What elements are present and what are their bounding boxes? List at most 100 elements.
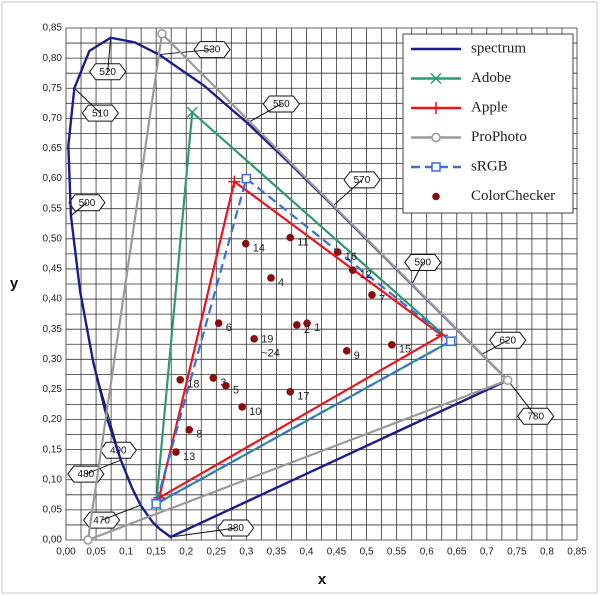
leader-line (481, 339, 508, 355)
series-line (154, 110, 453, 506)
leader-line (158, 49, 213, 56)
wavelength-label: 550 (273, 99, 290, 110)
leader-line (101, 504, 141, 521)
legend-label: ProPhoto (471, 129, 527, 145)
x-tick-label: 0,45 (327, 547, 347, 558)
point-label: 15 (399, 344, 411, 356)
point-label: 5 (233, 385, 239, 397)
y-tick-label: 0,50 (43, 233, 63, 244)
marker (333, 248, 342, 256)
legend-label: Apple (471, 99, 508, 115)
point-label: 7 (379, 294, 385, 306)
marker (293, 321, 301, 329)
legend-label: ColorChecker (471, 188, 555, 204)
y-tick-label: 0,20 (43, 414, 63, 425)
leader-line (85, 459, 122, 475)
point-label: 16 (345, 251, 357, 263)
point-label: 8 (196, 429, 202, 441)
x-tick-label: 0,05 (86, 547, 106, 558)
point-label: 18 (187, 379, 199, 391)
x-tick-label: 0,85 (567, 547, 587, 558)
y-tick-label: 0,85 (43, 23, 63, 34)
wavelength-label: 620 (499, 335, 516, 346)
marker (303, 319, 311, 327)
point-label: 4 (278, 277, 284, 289)
y-tick-label: 0,45 (43, 264, 63, 275)
y-tick-label: 0,65 (43, 143, 63, 154)
marker (502, 375, 513, 385)
y-axis-title: y (10, 275, 19, 292)
x-tick-label: 0,6 (420, 547, 434, 558)
leader-line (247, 103, 282, 124)
x-tick-label: 0,35 (267, 547, 287, 558)
marker (214, 319, 223, 327)
y-tick-label: 0,35 (43, 324, 63, 335)
x-tick-label: 0,7 (480, 547, 494, 558)
legend-marker (432, 192, 440, 201)
point-label: 9 (354, 350, 360, 362)
x-tick-label: 0,55 (387, 547, 407, 558)
y-tick-label: 0,60 (43, 173, 63, 184)
marker (446, 336, 456, 346)
point-label: 12 (360, 269, 372, 281)
legend-label: Adobe (471, 70, 511, 86)
y-tick-label: 0,05 (43, 505, 63, 516)
marker (342, 347, 351, 355)
x-tick-label: 0,1 (119, 547, 133, 558)
x-tick-label: 0,00 (56, 547, 76, 558)
y-tick-label: 0,10 (43, 474, 63, 485)
point-label: 14 (253, 243, 265, 255)
wavelength-label: 380 (227, 523, 244, 534)
x-tick-label: 0,3 (239, 547, 253, 558)
x-tick-label: 0,65 (447, 547, 467, 558)
x-tick-label: 0,5 (360, 547, 374, 558)
x-tick-label: 0,75 (507, 547, 527, 558)
marker (157, 29, 167, 39)
leader-line (70, 202, 88, 217)
grid (65, 27, 578, 541)
marker (172, 448, 180, 456)
series-line (86, 31, 510, 542)
wavelength-label: 510 (92, 108, 109, 119)
series-line (154, 176, 453, 507)
wavelength-label: 500 (79, 198, 96, 209)
marker (185, 425, 194, 434)
marker (241, 173, 252, 184)
leader-line (74, 87, 101, 114)
marker (435, 329, 448, 342)
marker (388, 341, 396, 349)
point-label: 17 (297, 391, 309, 403)
marker (209, 374, 218, 382)
wavelength-leaders (70, 37, 537, 538)
leader-line (170, 527, 236, 538)
x-tick-label: 0,2 (179, 547, 193, 558)
legend: spectrum Adobe Apple ProPhoto sRGB ColorCheck… (402, 33, 574, 214)
legend-label: spectrum (471, 40, 526, 56)
point-label: 1 (314, 322, 320, 334)
y-tick-label: 0,25 (43, 384, 63, 395)
marker (238, 403, 246, 411)
wavelength-label: 530 (204, 45, 221, 56)
x-tick-label: 0,8 (540, 547, 554, 558)
y-tick-label: 0,80 (43, 53, 63, 64)
x-tick-label: 0,25 (207, 547, 227, 558)
y-tick-label: 0,75 (43, 83, 63, 94)
x-tick-label: 0,15 (146, 547, 166, 558)
point-label: ~24 (261, 348, 280, 360)
marker (222, 381, 230, 390)
point-label: 2 (304, 324, 310, 336)
leader-line (332, 179, 363, 207)
wavelength-label: 470 (93, 515, 110, 526)
leader-line (107, 37, 112, 72)
wavelength-label: 780 (527, 411, 544, 422)
point-label: 13 (183, 451, 195, 463)
y-tick-label: 0,70 (43, 113, 63, 124)
point-label: 6 (226, 322, 232, 334)
marker (228, 175, 241, 188)
y-tick-label: 0,30 (43, 354, 63, 365)
legend-marker (430, 102, 442, 114)
point-label: 10 (249, 406, 261, 418)
wavelength-label: 520 (99, 67, 116, 78)
